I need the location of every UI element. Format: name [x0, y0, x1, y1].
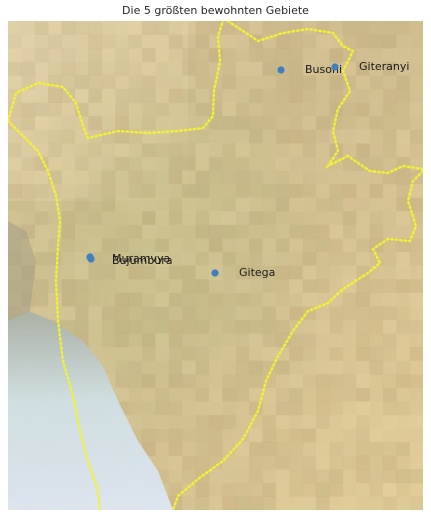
terrain-northwest — [8, 21, 188, 201]
city-marker-gitega — [211, 269, 219, 277]
lake-tanganyika — [8, 311, 173, 510]
eastern-border — [171, 169, 423, 510]
map-title: Die 5 größten bewohnten Gebiete — [122, 4, 309, 17]
northeast-border — [226, 21, 423, 175]
city-marker-muramvya — [87, 255, 95, 263]
map-panel: Bujumbura Muramvya Gitega Busoni Giteranyi — [8, 21, 423, 510]
city-label-bujumbura: Bujumbura — [112, 254, 172, 267]
city-label-muramvya: Muramvya — [112, 252, 170, 265]
city-label-giteranyi: Giteranyi — [359, 60, 409, 73]
western-border — [8, 119, 102, 510]
city-marker-giteranyi — [331, 63, 339, 71]
city-marker-busoni — [277, 66, 285, 74]
city-label-gitega: Gitega — [239, 266, 275, 279]
lake-shore-shade — [8, 221, 36, 321]
northern-border — [8, 21, 225, 140]
